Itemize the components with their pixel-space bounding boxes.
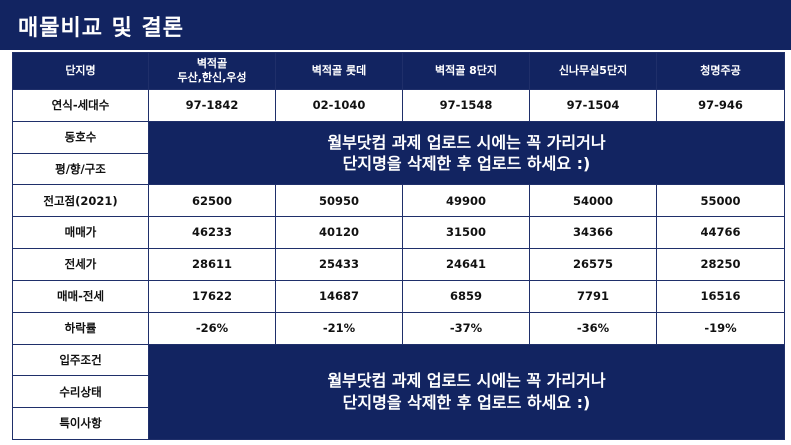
table-cell: 62500 (148, 184, 276, 218)
table-cell: 34366 (529, 216, 657, 250)
table-cell: -26% (148, 311, 276, 345)
table-cell: 28611 (148, 248, 276, 281)
notice-top-line1: 월부닷컴 과제 업로드 시에는 꼭 가리거나 (327, 132, 606, 152)
table-cell: -21% (275, 311, 403, 345)
table-cell: 24641 (402, 248, 530, 281)
table-cell: 14687 (275, 279, 403, 313)
notice-banner-bottom: 월부닷컴 과제 업로드 시에는 꼭 가리거나 단지명을 삭제한 후 업로드 하세… (148, 343, 785, 440)
table-cell: 17622 (148, 279, 276, 313)
table-cell: 97-1504 (529, 89, 657, 122)
notice-bottom-line1: 월부닷컴 과제 업로드 시에는 꼭 가리거나 (327, 371, 606, 391)
table-cell: -19% (656, 311, 785, 345)
table-row-unit-no: 동호수 월부닷컴 과제 업로드 시에는 꼭 가리거나 단지명을 삭제한 후 업로… (12, 120, 785, 186)
table-cell: 50950 (275, 184, 403, 218)
table-row-gap: 매매-전세 17622 14687 6859 7791 16516 (12, 279, 785, 313)
table-cell: 31500 (402, 216, 530, 250)
header-complex-2: 벽적골 롯데 (275, 52, 403, 90)
table-row-decline-rate: 하락률 -26% -21% -37% -36% -19% (12, 311, 785, 345)
table-row-notes: 특이사항 (12, 407, 785, 440)
row-label-sale-price: 매매가 (12, 216, 149, 250)
table-cell: 54000 (529, 184, 657, 218)
table-row-area-structure: 평/향/구조 (12, 152, 785, 186)
row-label-notes: 특이사항 (12, 407, 149, 440)
table-cell: 49900 (402, 184, 530, 218)
row-label-year-households: 연식-세대수 (12, 89, 149, 122)
table-row-move-in: 입주조건 월부닷컴 과제 업로드 시에는 꼭 가리거나 단지명을 삭제한 후 업… (12, 343, 785, 440)
table-cell: 26575 (529, 248, 657, 281)
comparison-table: 단지명 벽적골 두산,한신,우성 벽적골 롯데 벽적골 8단지 신나무실5단지 … (12, 52, 785, 440)
notice-bottom-line2: 단지명을 삭제한 후 업로드 하세요 :) (342, 392, 591, 412)
table-cell: 28250 (656, 248, 785, 281)
table-cell: -37% (402, 311, 530, 345)
row-label-repair: 수리상태 (12, 375, 149, 409)
header-complex-1-line2: 두산,한신,우성 (177, 71, 247, 84)
row-label-jeonse-price: 전세가 (12, 248, 149, 281)
row-label-area-structure: 평/향/구조 (12, 152, 149, 186)
row-label-unit-no: 동호수 (12, 120, 149, 154)
row-label-gap: 매매-전세 (12, 279, 149, 313)
table-cell: 02-1040 (275, 89, 403, 122)
row-label-peak-2021: 전고점(2021) (12, 184, 149, 218)
header-complex-1: 벽적골 두산,한신,우성 (148, 52, 276, 90)
table-cell: 44766 (656, 216, 785, 250)
table-cell: -36% (529, 311, 657, 345)
notice-top-line2: 단지명을 삭제한 후 업로드 하세요 :) (342, 154, 591, 174)
header-label-complex: 단지명 (12, 52, 149, 90)
table-row-peak-2021: 전고점(2021) 62500 50950 49900 54000 55000 (12, 184, 785, 218)
header-bar: 매물비교 및 결론 (0, 0, 791, 50)
table-row-jeonse-price: 전세가 28611 25433 24641 26575 28250 (12, 248, 785, 281)
page-title: 매물비교 및 결론 (18, 16, 184, 41)
row-label-move-in: 입주조건 (12, 343, 149, 377)
table-cell: 40120 (275, 216, 403, 250)
table-cell: 55000 (656, 184, 785, 218)
table-row-sale-price: 매매가 46233 40120 31500 34366 44766 (12, 216, 785, 250)
notice-banner-top: 월부닷컴 과제 업로드 시에는 꼭 가리거나 단지명을 삭제한 후 업로드 하세… (148, 120, 785, 186)
table-cell: 6859 (402, 279, 530, 313)
header-complex-1-line1: 벽적골 (196, 57, 228, 71)
table-cell: 25433 (275, 248, 403, 281)
table-cell: 97-1842 (148, 89, 276, 122)
header-complex-4: 신나무실5단지 (529, 52, 657, 90)
table-cell: 97-1548 (402, 89, 530, 122)
table-row-year-households: 연식-세대수 97-1842 02-1040 97-1548 97-1504 9… (12, 89, 785, 122)
row-label-decline-rate: 하락률 (12, 311, 149, 345)
table-row-repair: 수리상태 (12, 375, 785, 409)
header-complex-3: 벽적골 8단지 (402, 52, 530, 90)
table-cell: 97-946 (656, 89, 785, 122)
table-cell: 7791 (529, 279, 657, 313)
table-cell: 46233 (148, 216, 276, 250)
header-complex-5: 청명주공 (656, 52, 785, 90)
table-header-row: 단지명 벽적골 두산,한신,우성 벽적골 롯데 벽적골 8단지 신나무실5단지 … (12, 52, 785, 90)
table-cell: 16516 (656, 279, 785, 313)
